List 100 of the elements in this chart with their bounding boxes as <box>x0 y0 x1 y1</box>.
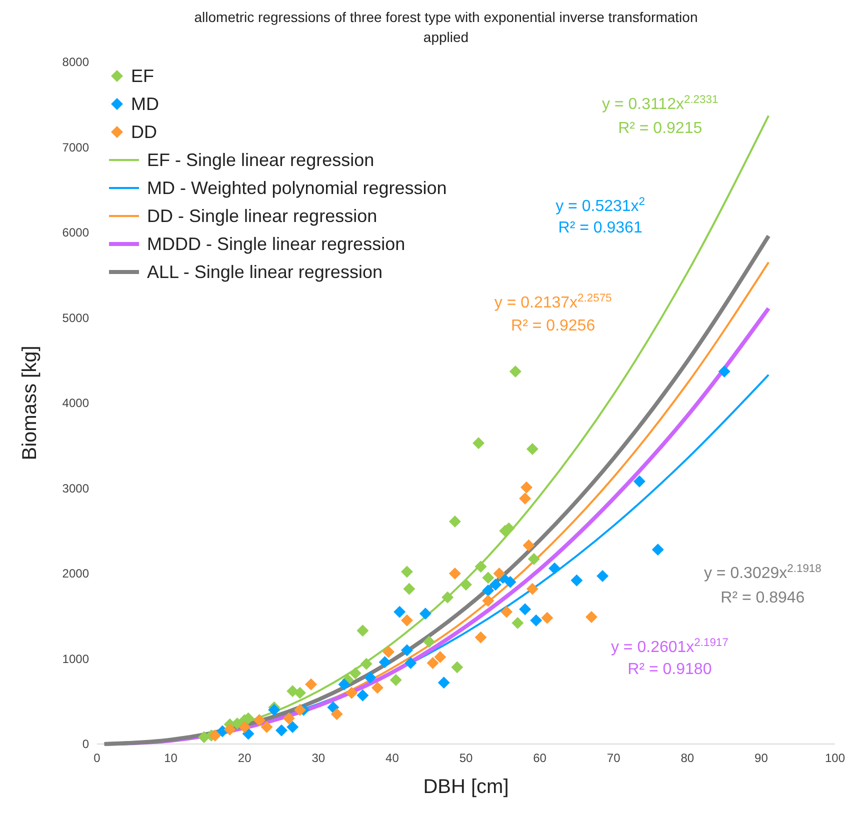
y-tick-label: 2000 <box>62 566 90 580</box>
point <box>519 603 532 616</box>
point <box>448 515 461 528</box>
x-tick-label: 0 <box>94 751 101 765</box>
point <box>504 576 516 588</box>
point <box>349 667 362 680</box>
point <box>528 553 540 566</box>
point <box>400 566 413 578</box>
chart-title: allometric regressions of three forest type with exponential inverse transformation applied <box>194 9 698 45</box>
y-tick-label: 6000 <box>62 226 90 240</box>
point <box>522 539 535 552</box>
annotation: R² = 0.9361 <box>558 220 642 236</box>
point <box>438 676 450 689</box>
point <box>512 616 524 629</box>
x-tick-label: 80 <box>680 751 694 765</box>
point <box>294 686 306 699</box>
point <box>474 560 487 573</box>
y-tick-label: 5000 <box>62 310 90 325</box>
annotation: y = 0.3029x$^{2.1918}$ <box>704 562 822 582</box>
point <box>378 656 391 668</box>
point <box>286 720 299 733</box>
point <box>548 562 561 574</box>
point <box>570 574 583 586</box>
annotation: y = 0.5231x$^{2}$ <box>556 196 646 216</box>
point <box>482 584 494 597</box>
legend-label: ALL - Single linear regression <box>147 262 382 282</box>
legend-label: MDDD - Single linear regression <box>147 234 406 254</box>
point <box>541 612 554 624</box>
point <box>426 657 439 670</box>
point <box>294 704 306 716</box>
legend-label: DD <box>131 122 157 142</box>
point <box>434 651 446 664</box>
point <box>520 481 533 494</box>
point <box>338 678 350 690</box>
point <box>460 578 472 591</box>
annotation: R² = 0.9215 <box>618 120 702 137</box>
x-axis-title: DBH [cm] <box>423 776 509 798</box>
point <box>268 704 280 716</box>
point <box>305 678 318 690</box>
point <box>633 475 646 488</box>
legend-label: DD - Single linear regression <box>147 206 378 226</box>
point <box>526 582 538 595</box>
point <box>448 568 461 580</box>
point <box>356 689 369 702</box>
point <box>596 570 609 582</box>
x-tick-label: 60 <box>533 751 547 765</box>
point <box>490 578 502 591</box>
point <box>242 728 254 740</box>
point <box>400 614 413 626</box>
y-tick-label: 3000 <box>62 481 90 496</box>
annotation: R² = 0.8946 <box>720 589 805 606</box>
point <box>209 729 222 742</box>
x-tick-label: 100 <box>824 751 846 765</box>
point <box>400 644 413 656</box>
annotation: y = 0.2137x$^{2.2575}$ <box>494 292 612 312</box>
point <box>382 646 395 658</box>
y-tick-label: 7000 <box>62 140 90 154</box>
legend-label: MD <box>131 94 159 114</box>
x-tick-label: 70 <box>606 751 621 765</box>
legend-label: EF - Single linear regression <box>147 150 374 170</box>
annotation: R² = 0.9180 <box>628 661 712 678</box>
point <box>276 724 288 736</box>
point <box>474 631 487 644</box>
point <box>224 724 236 736</box>
x-tick-label: 40 <box>386 751 400 765</box>
point <box>371 682 384 694</box>
point <box>585 610 598 623</box>
point <box>356 624 369 637</box>
legend-label: MD - Weighted polynomial regression <box>147 178 447 198</box>
point <box>327 701 340 714</box>
point <box>493 568 506 580</box>
point <box>282 712 295 724</box>
y-axis-title: Biomass [kg] <box>19 346 41 460</box>
point <box>526 443 538 456</box>
annotation: y = 0.3112x$^{2.2331}$ <box>602 94 718 113</box>
point <box>360 658 372 670</box>
point <box>419 608 432 620</box>
legend-label: EF <box>131 66 154 86</box>
point <box>472 437 485 450</box>
point <box>652 544 664 556</box>
x-tick-label: 90 <box>754 751 768 765</box>
point <box>442 591 454 604</box>
annotation: R² = 0.9256 <box>511 318 596 335</box>
annotation: y = 0.2601x$^{2.1917}$ <box>610 636 728 656</box>
point <box>364 672 376 684</box>
point <box>423 636 436 648</box>
point <box>238 720 251 733</box>
x-tick-label: 20 <box>238 751 252 765</box>
y-tick-label: 8000 <box>62 55 90 69</box>
point <box>260 720 273 733</box>
y-tick-label: 0 <box>82 737 90 751</box>
point <box>500 606 513 618</box>
point <box>718 365 730 378</box>
x-tick-label: 10 <box>164 751 178 765</box>
point <box>451 661 464 674</box>
y-tick-label: 4000 <box>62 396 90 410</box>
point <box>519 492 532 504</box>
point <box>330 708 343 720</box>
point <box>394 606 406 618</box>
point <box>403 582 416 595</box>
